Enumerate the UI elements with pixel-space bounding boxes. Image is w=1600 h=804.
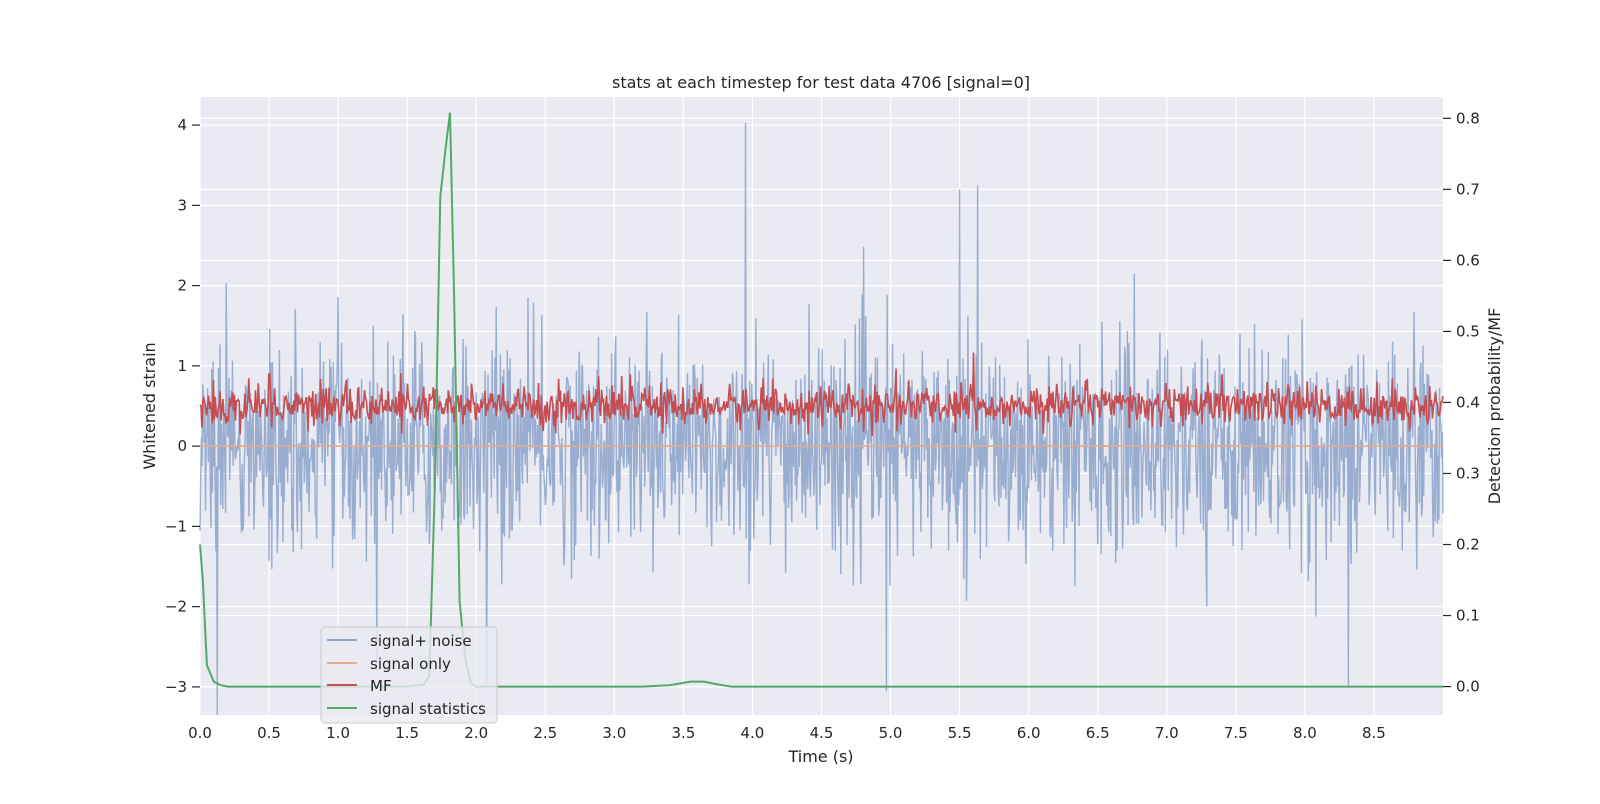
y-left-tick-label: 3 [177,196,187,214]
legend-entry-mf: MF [327,677,392,695]
y-right-tick-label: 0.3 [1456,464,1480,482]
x-axis-label: Time (s) [787,747,853,766]
y-left-tick-label: −3 [165,678,187,696]
series-signal-statistics [199,112,1443,688]
x-tick-label: 3.0 [602,724,626,742]
x-tick-label: 1.5 [395,724,419,742]
legend: signal+ noise signal only MF signal stat… [320,626,498,724]
chart-title: stats at each timestep for test data 470… [612,73,1030,92]
x-tick-label: 3.5 [671,724,695,742]
y-left-tick-label: −2 [165,598,187,616]
legend-entry-signal-only: signal only [327,655,451,673]
x-tick-label: 0.5 [257,724,281,742]
x-tick-label: 7.0 [1155,724,1179,742]
x-tick-label: 7.5 [1224,724,1248,742]
legend-label: MF [370,677,392,695]
x-tick-label: 2.0 [464,724,488,742]
y-right-tick-label: 0.0 [1456,678,1480,696]
series-mf [199,352,1444,437]
x-tick-label: 4.0 [741,724,765,742]
x-tick-label: 6.5 [1086,724,1110,742]
y-right-tick-label: 0.8 [1456,109,1480,127]
y-left-tick-label: 4 [177,116,187,134]
y-left-tick-label: 0 [177,437,187,455]
ticks: 0.0 0.5 1.0 1.5 2.0 2.5 3.0 3.5 4.0 4.5 5.0 5.5 6.0 6… [165,109,1480,742]
y-left-tick-label: 1 [177,357,187,375]
legend-entry-signal-statistics: signal statistics [327,700,486,718]
y-right-tick-label: 0.5 [1456,322,1480,340]
y-left-tick-label: 2 [177,277,187,295]
series-layer [199,112,1444,716]
y-right-tick-label: 0.7 [1456,180,1480,198]
y-right-tick-label: 0.6 [1456,251,1480,269]
x-tick-label: 2.5 [533,724,557,742]
legend-label: signal+ noise [370,632,472,650]
legend-box [320,626,498,724]
y-left-tick-label: −1 [165,517,187,535]
legend-label: signal statistics [370,700,486,718]
x-tick-label: 0.0 [188,724,212,742]
x-tick-label: 5.5 [948,724,972,742]
x-tick-label: 4.5 [810,724,834,742]
x-tick-label: 1.0 [326,724,350,742]
legend-entry-signal-noise: signal+ noise [327,632,472,650]
y-axis-label-right: Detection probability/MF [1485,308,1504,505]
y-axis-label-left: Whitened strain [140,342,159,469]
x-tick-label: 8.5 [1362,724,1386,742]
y-right-tick-label: 0.2 [1456,536,1480,554]
y-right-tick-label: 0.1 [1456,607,1480,625]
y-right-tick-label: 0.4 [1456,393,1480,411]
x-tick-label: 5.0 [879,724,903,742]
legend-label: signal only [370,655,451,673]
x-tick-label: 6.0 [1017,724,1041,742]
x-tick-label: 8.0 [1293,724,1317,742]
series-signal-noise [199,122,1444,716]
